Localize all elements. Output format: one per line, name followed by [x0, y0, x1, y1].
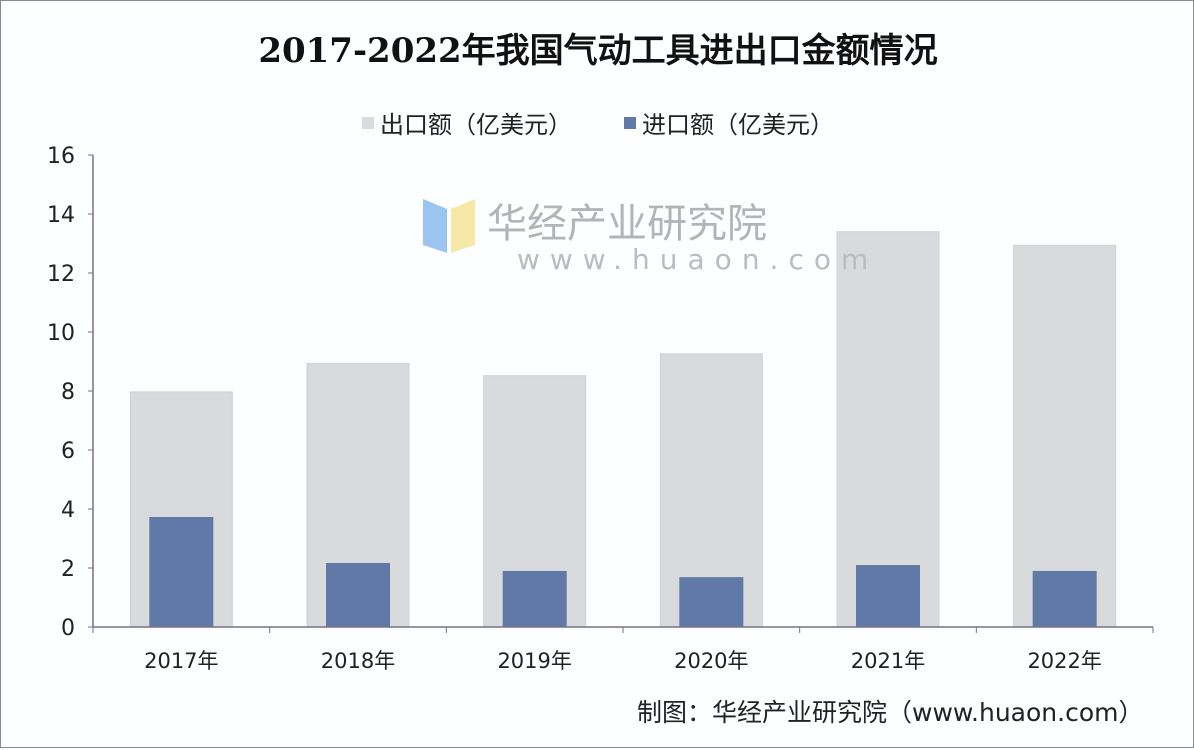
chart-title: 2017-2022年我国气动工具进出口金额情况: [258, 31, 938, 71]
bar-import: [1032, 570, 1097, 627]
x-tick-label: 2020年: [674, 649, 748, 673]
legend-swatch-import: [624, 116, 636, 129]
legend-label-export: 出口额（亿美元）: [380, 111, 572, 139]
bar-import: [326, 562, 390, 627]
y-tick-label: 16: [47, 144, 75, 169]
bar-export: [836, 231, 940, 628]
legend-label-import: 进口额（亿美元）: [642, 111, 834, 139]
x-tick-label: 2018年: [321, 649, 395, 673]
legend-item-import: 进口额（亿美元）: [624, 105, 834, 140]
bar-import: [856, 565, 920, 627]
source-note: 制图：华经产业研究院（www.huaon.com）: [637, 698, 1144, 727]
y-tick-label: 4: [61, 498, 75, 523]
plot-area: 0 2 4 6 8 10 12 14 16 2017年 2018年 2019年 2020年 2021年 20…: [47, 144, 1154, 673]
bar-import: [149, 516, 214, 627]
y-tick-label: 12: [47, 262, 75, 287]
legend-swatch-export: [362, 116, 374, 129]
y-tick-label: 2: [61, 557, 75, 582]
y-tick-label: 6: [61, 439, 75, 464]
bar-import: [679, 577, 744, 627]
x-tick-label: 2022年: [1027, 649, 1101, 673]
x-tick-label: 2017年: [144, 649, 218, 673]
legend-item-export: 出口额（亿美元）: [362, 105, 572, 140]
x-tick-label: 2021年: [851, 649, 925, 673]
y-tick-label: 0: [61, 616, 75, 641]
y-tick-label: 10: [47, 321, 75, 346]
bar-import: [502, 570, 567, 627]
x-tick-label: 2019年: [497, 649, 571, 673]
y-tick-label: 8: [61, 380, 75, 405]
bar-export: [1013, 244, 1117, 628]
legend: 出口额（亿美元） 进口额（亿美元）: [1, 105, 1193, 140]
y-tick-label: 14: [47, 203, 75, 228]
